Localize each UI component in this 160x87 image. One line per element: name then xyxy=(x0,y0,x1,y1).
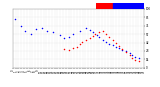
Point xyxy=(131,57,133,58)
Point xyxy=(89,38,92,39)
Point xyxy=(98,32,101,33)
Point xyxy=(40,27,43,28)
Point xyxy=(137,61,140,62)
Point xyxy=(111,45,114,46)
Point xyxy=(30,33,32,34)
Point xyxy=(35,29,38,30)
Point xyxy=(128,54,131,56)
Point xyxy=(137,58,140,59)
Point xyxy=(85,39,88,41)
Point xyxy=(52,32,55,33)
Point xyxy=(98,36,101,38)
Point xyxy=(96,34,98,35)
Point xyxy=(105,41,107,43)
Point xyxy=(89,29,92,31)
Point xyxy=(118,48,120,49)
Point xyxy=(23,30,26,32)
Bar xyxy=(113,3,144,9)
Point xyxy=(94,33,97,35)
Point xyxy=(134,59,136,60)
Point xyxy=(118,45,120,47)
Point xyxy=(107,36,110,38)
Point xyxy=(68,36,71,38)
Point xyxy=(85,27,88,29)
Point xyxy=(59,35,61,36)
Point xyxy=(78,30,81,32)
Point xyxy=(111,39,114,41)
Point xyxy=(115,46,118,47)
Point xyxy=(120,48,123,50)
Point xyxy=(72,33,74,35)
Point xyxy=(107,43,110,44)
Bar xyxy=(96,3,113,9)
Point xyxy=(131,54,133,56)
Point xyxy=(68,49,71,51)
Point xyxy=(19,26,22,27)
Point xyxy=(102,30,105,32)
Point xyxy=(78,44,81,45)
Point xyxy=(46,30,48,31)
Point xyxy=(124,51,127,52)
Point xyxy=(134,56,136,57)
Point xyxy=(14,19,17,20)
Point xyxy=(81,41,84,43)
Point xyxy=(92,32,94,33)
Point xyxy=(92,35,94,37)
Point xyxy=(102,39,105,41)
Point xyxy=(63,38,65,39)
Point xyxy=(124,51,127,53)
Point xyxy=(105,33,107,35)
Point xyxy=(72,48,74,49)
Point xyxy=(120,49,123,50)
Point xyxy=(63,48,65,50)
Point xyxy=(76,46,78,47)
Point xyxy=(115,42,118,44)
Point xyxy=(128,52,131,54)
